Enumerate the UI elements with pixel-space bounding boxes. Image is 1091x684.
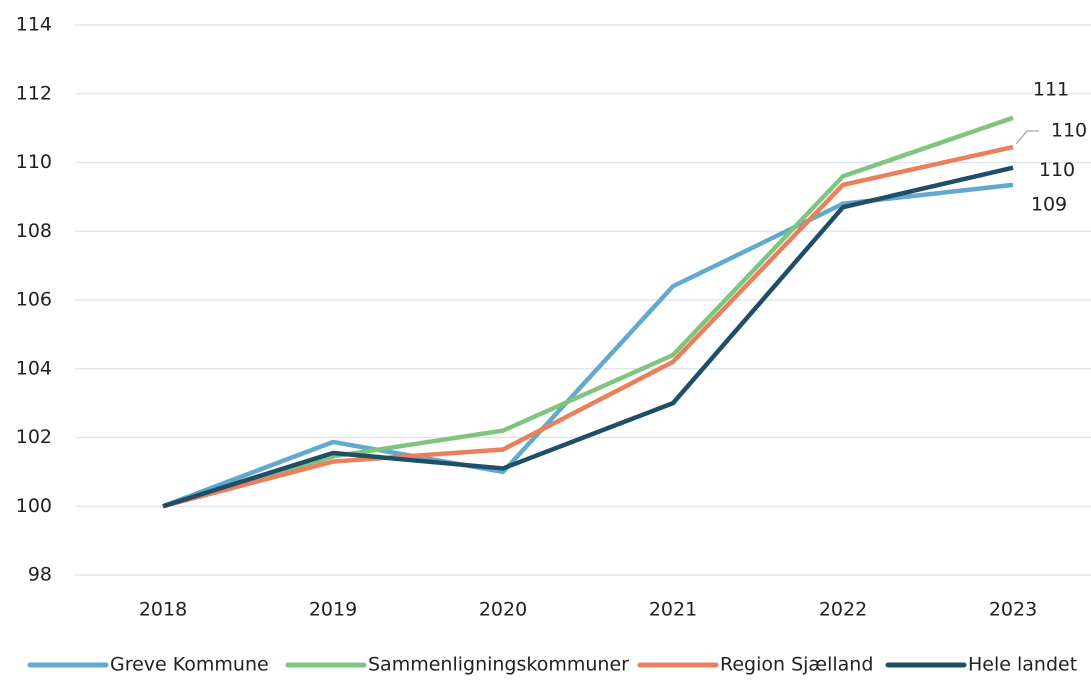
leader-line xyxy=(1015,130,1039,145)
x-tick-label: 2020 xyxy=(479,599,527,621)
legend-label: Greve Kommune xyxy=(110,654,269,676)
y-tick-label: 110 xyxy=(16,151,52,173)
y-tick-label: 100 xyxy=(16,495,52,517)
legend-label: Sammenligningskommuner xyxy=(368,654,629,676)
x-tick-label: 2023 xyxy=(989,599,1037,621)
x-tick-label: 2018 xyxy=(139,599,187,621)
x-tick-label: 2022 xyxy=(819,599,867,621)
data-label: 111 xyxy=(1033,78,1069,100)
legend-label: Region Sjælland xyxy=(720,654,873,676)
series-line xyxy=(162,165,1014,509)
x-tick-label: 2021 xyxy=(649,599,697,621)
x-tick-label: 2019 xyxy=(309,599,357,621)
y-tick-label: 102 xyxy=(16,426,52,448)
y-tick-label: 98 xyxy=(28,564,52,586)
y-tick-label: 108 xyxy=(16,220,52,242)
data-label: 110 xyxy=(1039,159,1075,181)
series-line xyxy=(162,144,1014,509)
legend-label: Hele landet xyxy=(968,654,1077,676)
y-tick-label: 104 xyxy=(16,357,52,379)
y-tick-label: 106 xyxy=(16,289,52,311)
series-line xyxy=(162,182,1014,509)
y-tick-label: 112 xyxy=(16,82,52,104)
data-label: 110 xyxy=(1051,120,1087,142)
y-tick-label: 114 xyxy=(16,14,52,36)
data-label: 109 xyxy=(1031,193,1067,215)
series-line xyxy=(162,115,1014,509)
